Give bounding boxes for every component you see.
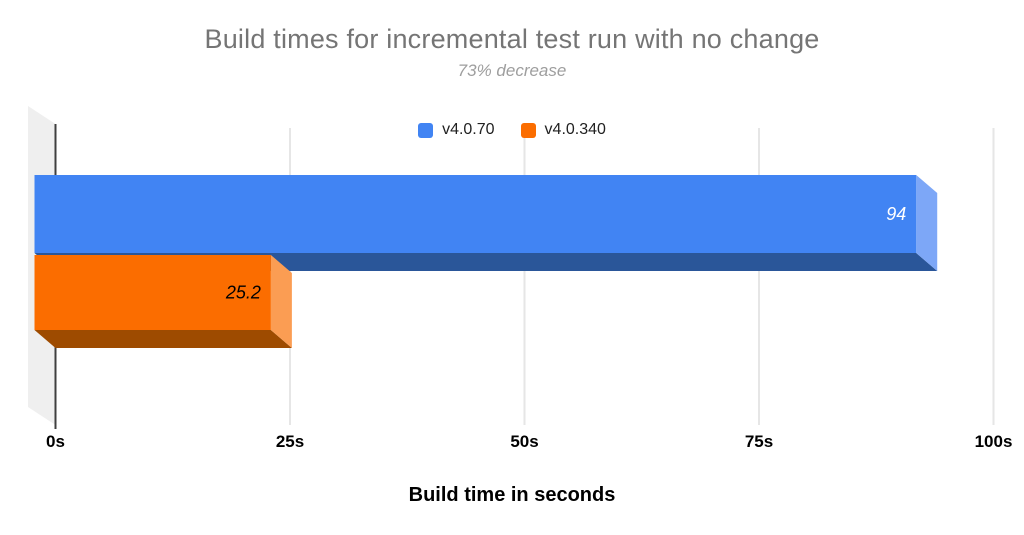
legend-label-series-2: v4.0.340 [544, 121, 606, 138]
bar-end-face-v4.0.340 [270, 255, 292, 348]
x-tick-label-25s: 25s [276, 432, 304, 451]
bar-v4.0.340 [34, 255, 271, 330]
legend-item-series-2: v4.0.340 [520, 121, 606, 139]
legend-swatch-orange-icon [520, 122, 536, 138]
bar-v4.0.70 [34, 175, 917, 253]
legend-item-series-1: v4.0.70 [418, 121, 495, 139]
x-axis-title: Build time in seconds [408, 484, 616, 506]
bar-value-label-v4.0.340: 25.2 [225, 283, 261, 303]
bar-end-face-v4.0.70 [916, 175, 938, 271]
x-tick-label-75s: 75s [745, 432, 773, 451]
x-tick-label-50s: 50s [510, 432, 538, 451]
x-tick-label-0s: 0s [46, 432, 65, 451]
bar-bottom-face-v4.0.340 [34, 330, 292, 348]
x-tick-label-100s: 100s [975, 432, 1013, 451]
legend-label-series-1: v4.0.70 [442, 121, 495, 138]
chart-subtitle: 73% decrease [457, 61, 567, 80]
chart-title: Build times for incremental test run wit… [204, 24, 820, 54]
bar-value-label-v4.0.70: 94 [886, 204, 906, 224]
chart-legend: v4.0.70 v4.0.340 [0, 118, 1024, 142]
legend-swatch-blue-icon [418, 122, 434, 138]
